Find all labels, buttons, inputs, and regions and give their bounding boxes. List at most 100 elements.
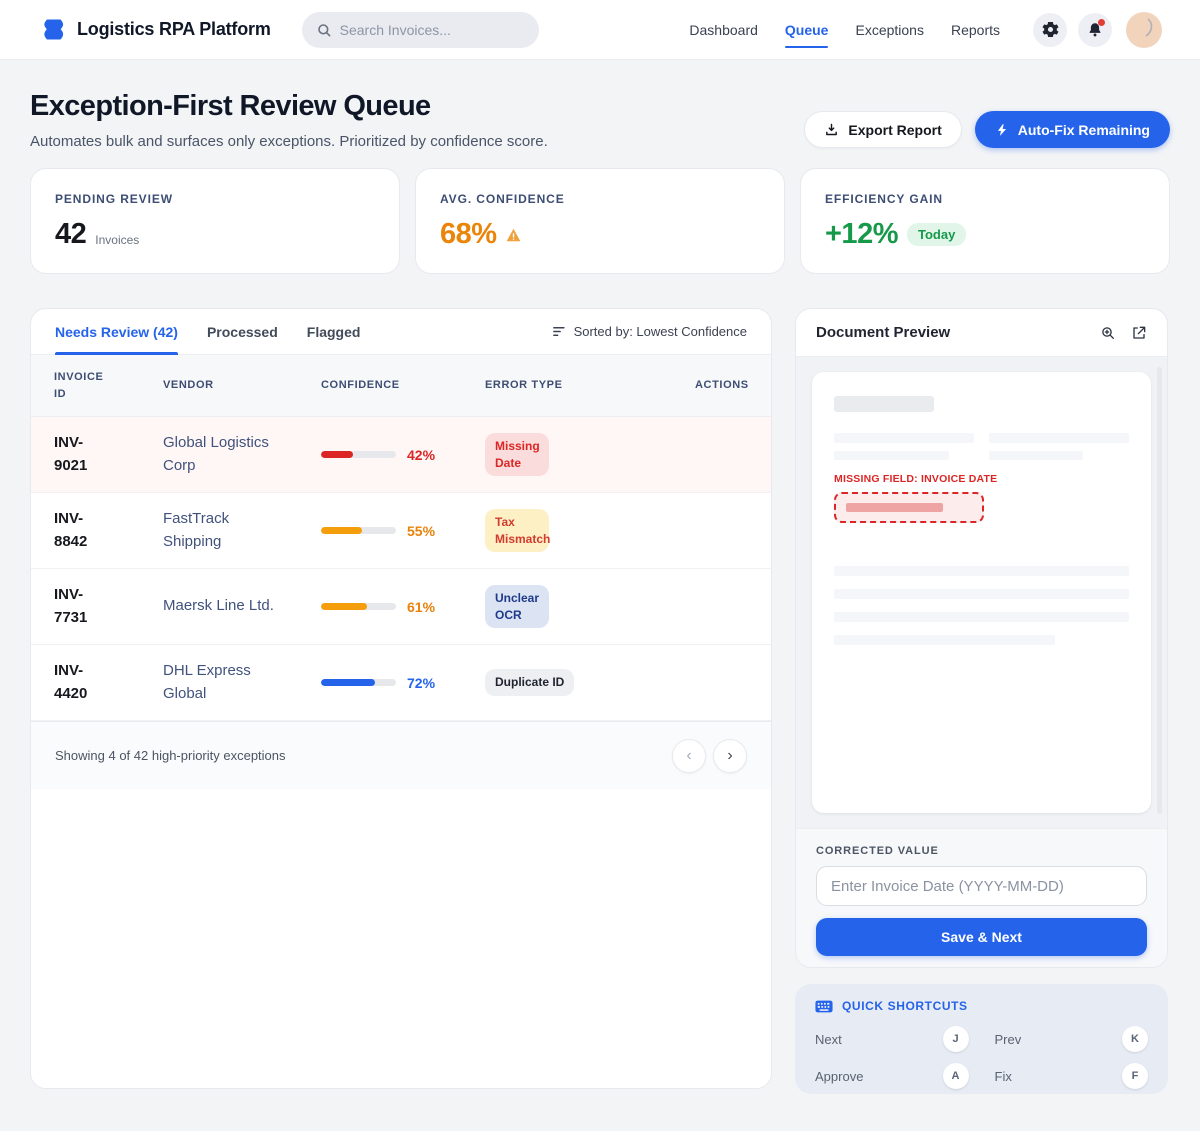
auto-fix-button[interactable]: Auto-Fix Remaining [974, 111, 1170, 148]
tab-processed[interactable]: Processed [206, 323, 278, 340]
shortcut-approve: Approve A [815, 1063, 969, 1089]
review-queue-panel: Needs Review (42) Processed Flagged Sort… [30, 308, 772, 1089]
settings-button[interactable] [1033, 12, 1067, 47]
stat-value: 42 [55, 218, 87, 250]
notification-dot [1098, 18, 1105, 26]
stat-label: AVG. CONFIDENCE [440, 192, 565, 206]
shortcut-prev: Prev K [994, 1026, 1148, 1052]
vendor-name: Global Logistics Corp [163, 434, 269, 474]
stat-value: 68% [440, 218, 497, 250]
confidence-fill [321, 603, 367, 610]
nav-dashboard[interactable]: Dashboard [689, 21, 758, 38]
shortcut-action: Prev [994, 1031, 1022, 1047]
open-external-icon[interactable] [1131, 325, 1147, 341]
vendor-name: Maersk Line Ltd. [163, 597, 274, 615]
confidence-value: 72% [407, 674, 436, 691]
missing-field-highlight[interactable] [834, 492, 984, 523]
export-report-label: Export Report [848, 121, 942, 138]
pagination-prev-button[interactable]: ‹ [672, 738, 706, 773]
search-icon [316, 22, 332, 38]
bell-icon [1086, 21, 1104, 39]
shortcut-action: Next [815, 1031, 842, 1047]
col-vendor: VENDOR [163, 379, 214, 392]
table-row[interactable]: INV-7731 Maersk Line Ltd. 61% Unclear OC… [31, 569, 771, 645]
shortcut-fix: Fix F [995, 1063, 1148, 1089]
stat-avg-confidence: AVG. CONFIDENCE 68% [415, 168, 785, 274]
chevron-right-icon: › [727, 746, 733, 764]
preview-scrollbar[interactable] [1157, 367, 1162, 814]
doc-placeholder-line [834, 635, 1056, 645]
zoom-in-icon[interactable] [1100, 325, 1116, 341]
download-icon [824, 122, 839, 137]
shortcuts-title: QUICK SHORTCUTS [842, 999, 968, 1013]
app-logo-icon [40, 16, 67, 43]
shortcut-key: A [942, 1063, 969, 1089]
table-header: INVOICE ID VENDOR CONFIDENCE ERROR TYPE … [31, 355, 771, 417]
auto-fix-label: Auto-Fix Remaining [1017, 121, 1150, 138]
table-footer: Showing 4 of 42 high-priority exceptions… [31, 721, 771, 789]
nav-reports[interactable]: Reports [950, 21, 1000, 38]
error-badge: Missing Date [485, 432, 549, 477]
invoice-id: INV-4420 [54, 662, 88, 702]
doc-placeholder-line [834, 451, 949, 460]
page-subtitle: Automates bulk and surfaces only excepti… [30, 133, 548, 150]
stat-label: PENDING REVIEW [55, 192, 173, 206]
doc-placeholder-title [834, 396, 934, 412]
notifications-button[interactable] [1078, 12, 1112, 47]
stat-value: +12% [825, 218, 898, 250]
sorted-by-label: Sorted by: Lowest Confidence [573, 324, 747, 339]
table-row[interactable]: INV-8842 FastTrack Shipping 55% Tax Mism… [31, 493, 771, 569]
stat-efficiency-gain: EFFICIENCY GAIN +12% Today [800, 168, 1170, 274]
quick-shortcuts-panel: QUICK SHORTCUTS Next J Prev K Approve A [795, 984, 1168, 1094]
nav-exceptions[interactable]: Exceptions [855, 21, 924, 38]
page-heading-block: Exception-First Review Queue Automates b… [30, 90, 548, 150]
table-row[interactable]: INV-4420 DHL Express Global 72% Duplicat… [31, 645, 771, 721]
brand[interactable]: Logistics RPA Platform [40, 16, 271, 43]
avatar[interactable] [1126, 11, 1162, 48]
doc-placeholder-line [834, 612, 1129, 622]
table-row[interactable]: INV-9021 Global Logistics Corp 42% Missi… [31, 417, 771, 493]
confidence-fill [321, 451, 353, 458]
confidence-bar [321, 451, 396, 458]
doc-placeholder-line [834, 566, 1129, 576]
search-input[interactable] [339, 21, 525, 38]
showing-count-text: Showing 4 of 42 high-priority exceptions [55, 748, 286, 763]
tab-flagged[interactable]: Flagged [306, 323, 361, 340]
confidence-value: 42% [407, 446, 436, 463]
search-bar[interactable] [301, 11, 539, 48]
preview-title: Document Preview [816, 324, 951, 341]
col-actions: ACTIONS [695, 379, 749, 392]
lightning-icon [995, 123, 1009, 137]
sort-icon [552, 325, 567, 338]
tab-needs-review[interactable]: Needs Review (42) [55, 309, 178, 355]
invoice-date-input[interactable] [816, 866, 1147, 906]
stat-label: EFFICIENCY GAIN [825, 192, 943, 206]
missing-field-placeholder [846, 503, 943, 512]
doc-placeholder-line [834, 589, 1129, 599]
document-mock: MISSING FIELD: INVOICE DATE [812, 372, 1151, 813]
vendor-name: DHL Express Global [163, 662, 251, 702]
pagination-next-button[interactable]: › [713, 738, 747, 773]
save-next-button[interactable]: Save & Next [816, 918, 1147, 956]
keyboard-icon [815, 1000, 833, 1013]
queue-empty-space [31, 789, 771, 1088]
col-confidence: CONFIDENCE [321, 379, 400, 392]
stat-pending-review: PENDING REVIEW 42 Invoices [30, 168, 400, 274]
export-report-button[interactable]: Export Report [804, 111, 962, 148]
sort-control[interactable]: Sorted by: Lowest Confidence [552, 324, 747, 339]
confidence-bar [321, 679, 396, 686]
shortcut-action: Approve [815, 1068, 864, 1084]
error-badge: Unclear OCR [485, 584, 549, 629]
confidence-bar [321, 603, 396, 610]
document-preview-canvas: MISSING FIELD: INVOICE DATE [796, 357, 1167, 828]
stat-suffix: Invoices [95, 233, 140, 247]
shortcut-next: Next J [815, 1026, 969, 1052]
invoice-id: INV-7731 [54, 586, 88, 626]
missing-field-label: MISSING FIELD: INVOICE DATE [834, 473, 998, 485]
confidence-bar [321, 527, 396, 534]
shortcut-key: J [942, 1026, 969, 1052]
vendor-name: FastTrack Shipping [163, 510, 230, 550]
brand-name: Logistics RPA Platform [77, 19, 271, 39]
nav-queue[interactable]: Queue [784, 16, 828, 48]
invoice-id: INV-8842 [54, 510, 88, 550]
